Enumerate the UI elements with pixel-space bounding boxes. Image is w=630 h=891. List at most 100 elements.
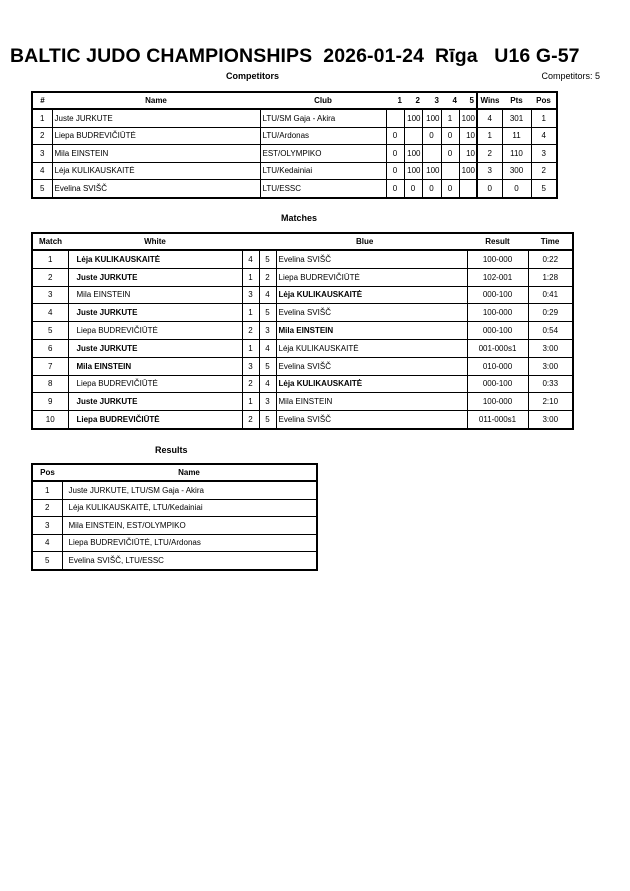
blue-player: Evelina SVIŠČ [275, 249, 468, 269]
blue-player: Evelina SVIŠČ [275, 303, 468, 323]
matches-table: Match White Blue Result Time 1 Lėja KULIK… [31, 232, 574, 430]
score-cell: 0 [385, 161, 405, 180]
col-header: Pos [531, 91, 557, 110]
competitors-heading: Competitors [226, 71, 280, 81]
result-row: 1 Juste JURKUTE, LTU/SM Gaja - Akira [31, 480, 318, 500]
score-cell: 100 [403, 144, 423, 163]
match-result: 001-000s1 [466, 338, 529, 358]
result-row: 3 Mila EINSTEIN, EST/OLYMPIKO [31, 516, 318, 535]
score-cell [385, 108, 405, 128]
match-number: 8 [31, 374, 69, 394]
match-number: 1 [31, 249, 69, 269]
blue-number: 5 [258, 356, 277, 376]
white-player: Lėja KULIKAUSKAITĖ [67, 249, 243, 269]
competitor-wins: 3 [476, 161, 503, 180]
competitor-position: 1 [530, 108, 558, 128]
score-cell: 0 [421, 126, 442, 145]
blue-number: 3 [258, 321, 277, 340]
competitor-wins: 0 [476, 179, 503, 198]
white-number: 3 [241, 285, 260, 305]
col-blue: Blue [276, 232, 467, 251]
match-number: 9 [31, 392, 69, 412]
competitor-points: 11 [501, 126, 532, 145]
match-number: 2 [31, 267, 69, 287]
result-name: Mila EINSTEIN, EST/OLYMPIKO [61, 516, 318, 535]
match-result: 011-000s1 [466, 410, 529, 430]
blue-player: Mila EINSTEIN [275, 392, 468, 412]
competitor-position: 5 [530, 179, 558, 198]
white-player: Juste JURKUTE [67, 338, 243, 358]
blue-player: Evelina SVIŠČ [275, 410, 468, 430]
white-number: 4 [241, 249, 260, 269]
col-header: Pts [502, 91, 531, 110]
col-header: Club [260, 91, 386, 110]
score-cell: 100 [458, 108, 478, 128]
match-row: 3 Mila EINSTEIN 3 4 Lėja KULIKAUSKAITĖ 000-10… [31, 285, 574, 305]
competitor-name: Lėja KULIKAUSKAITĖ [51, 161, 261, 180]
result-name: Juste JURKUTE, LTU/SM Gaja - Akira [61, 480, 318, 500]
match-time: 3:00 [527, 356, 574, 376]
result-row: 2 Lėja KULIKAUSKAITĖ, LTU/Kedainiai [31, 498, 318, 517]
match-result: 102-001 [466, 267, 529, 287]
page-title: BALTIC JUDO CHAMPIONSHIPS 2026-01-24 Rīg… [10, 45, 580, 67]
col-header: 3 [422, 91, 441, 110]
match-time: 2:10 [527, 392, 574, 412]
competitor-row: 1 Juste JURKUTE LTU/SM Gaja - Akira 100 100 1… [31, 108, 558, 128]
competitors-table: # Name Club 1 2 3 4 5 Wins Pts Pos 1 Juste JURKUTE L… [31, 91, 558, 199]
match-time: 0:33 [527, 374, 574, 394]
match-result: 000-100 [466, 321, 529, 340]
blue-number: 5 [258, 249, 277, 269]
col-header: # [32, 91, 52, 110]
score-cell: 10 [458, 126, 478, 145]
match-number: 6 [31, 338, 69, 358]
competitor-name: Evelina SVIŠČ [51, 179, 261, 198]
white-player: Mila EINSTEIN [67, 285, 243, 305]
match-time: 3:00 [527, 410, 574, 430]
competitor-points: 300 [501, 161, 532, 180]
match-row: 6 Juste JURKUTE 1 4 Lėja KULIKAUSKAITĖ 001-00… [31, 338, 574, 358]
result-row: 4 Liepa BUDREVIČIŪTĖ, LTU/Ardonas [31, 533, 318, 552]
col-header: 2 [404, 91, 422, 110]
score-cell: 0 [385, 144, 405, 163]
result-position: 5 [31, 551, 63, 570]
match-number: 7 [31, 356, 69, 376]
blue-player: Mila EINSTEIN [275, 321, 468, 340]
matches-heading: Matches [281, 213, 318, 223]
competitor-name: Liepa BUDREVIČIŪTĖ [51, 126, 261, 145]
col-header: 1 [386, 91, 404, 110]
match-result: 010-000 [466, 356, 529, 376]
competitor-row: 4 Lėja KULIKAUSKAITĖ LTU/Kedainiai 0 100 100 1… [31, 161, 558, 180]
white-player: Juste JURKUTE [67, 392, 243, 412]
match-row: 4 Juste JURKUTE 1 5 Evelina SVIŠČ 100-000 0:29 [31, 303, 574, 323]
match-row: 9 Juste JURKUTE 1 3 Mila EINSTEIN 100-000 2:10 [31, 392, 574, 412]
match-result: 100-000 [466, 249, 529, 269]
blue-player: Evelina SVIŠČ [275, 356, 468, 376]
blue-number: 5 [258, 303, 277, 323]
match-time: 0:22 [527, 249, 574, 269]
col-white: White [68, 232, 242, 251]
competitor-club: EST/OLYMPIKO [259, 144, 387, 163]
score-cell [421, 144, 442, 163]
score-cell: 0 [440, 144, 460, 163]
match-row: 1 Lėja KULIKAUSKAITĖ 4 5 Evelina SVIŠČ 100-00… [31, 249, 574, 269]
result-position: 2 [31, 498, 63, 517]
col-header: 5 [459, 91, 477, 110]
result-position: 3 [31, 516, 63, 535]
competitor-club: LTU/ESSC [259, 179, 387, 198]
competitors-count: Competitors: 5 [541, 71, 600, 81]
competitor-row: 3 Mila EINSTEIN EST/OLYMPIKO 0 100 0 10 2 110 3 [31, 144, 558, 163]
white-number: 1 [241, 392, 260, 412]
col-header: Name [52, 91, 260, 110]
competitor-name: Mila EINSTEIN [51, 144, 261, 163]
competitor-club: LTU/SM Gaja - Akira [259, 108, 387, 128]
match-row: 8 Liepa BUDREVIČIŪTĖ 2 4 Lėja KULIKAUSKAITĖ 0… [31, 374, 574, 394]
blue-number: 4 [258, 374, 277, 394]
score-cell: 10 [458, 144, 478, 163]
white-number: 2 [241, 374, 260, 394]
blue-number: 2 [258, 267, 277, 287]
result-name: Evelina SVIŠČ, LTU/ESSC [61, 551, 318, 570]
score-cell: 100 [421, 108, 442, 128]
competitor-wins: 1 [476, 126, 503, 145]
match-result: 000-100 [466, 374, 529, 394]
